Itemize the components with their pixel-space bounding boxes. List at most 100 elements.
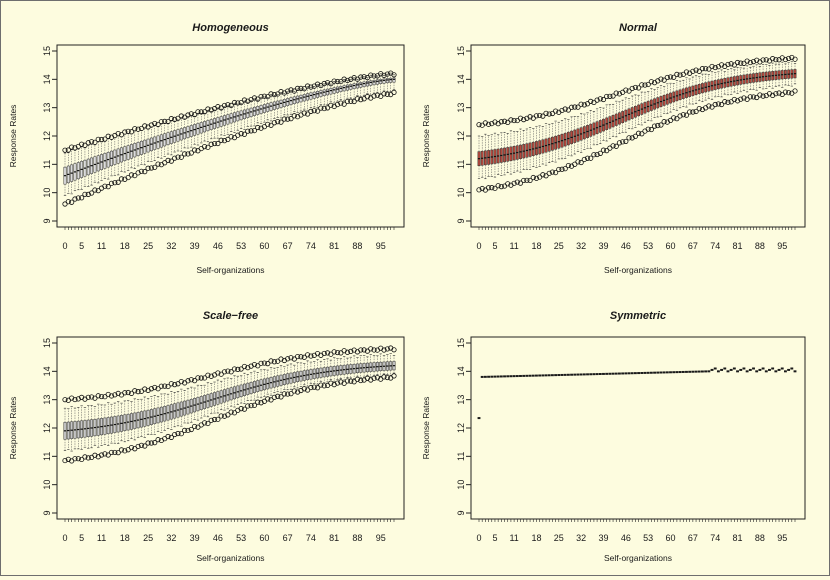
outlier-point	[629, 135, 635, 141]
y-tick-label: 14	[42, 366, 52, 376]
outlier-point	[661, 77, 667, 83]
box-body	[316, 91, 320, 98]
outlier-point	[556, 166, 562, 173]
outlier-point	[594, 97, 600, 103]
outlier-point	[211, 140, 218, 147]
outlier-point	[182, 427, 188, 433]
outlier-point	[543, 110, 549, 116]
y-tick-label: 12	[456, 131, 466, 141]
outlier-point	[773, 57, 779, 63]
x-tick-label: 81	[329, 241, 339, 251]
box-body	[369, 80, 373, 86]
outlier-point	[760, 93, 766, 99]
outlier-point	[715, 101, 721, 107]
outlier-point	[188, 111, 194, 117]
outlier-point	[738, 96, 744, 102]
outlier-point	[391, 347, 397, 353]
outlier-point	[533, 113, 540, 119]
outlier-point	[501, 183, 508, 189]
outlier-point	[351, 379, 357, 385]
outlier-point	[578, 159, 584, 166]
outlier-point	[364, 75, 371, 81]
outlier-point	[231, 135, 238, 141]
x-tick-label: 39	[190, 241, 200, 251]
outlier-point	[318, 105, 324, 111]
outlier-point	[511, 180, 517, 186]
outlier-point	[358, 97, 364, 103]
y-tick-label: 9	[42, 218, 52, 223]
outlier-point	[321, 80, 327, 87]
outlier-point	[148, 165, 155, 171]
outlier-point	[318, 382, 324, 388]
y-tick-label: 13	[42, 103, 52, 113]
outlier-point	[228, 134, 234, 140]
y-tick-label: 15	[456, 338, 466, 348]
outlier-point	[338, 100, 344, 106]
outlier-point	[135, 389, 141, 395]
x-tick-label: 46	[213, 241, 223, 251]
outlier-point	[789, 90, 795, 96]
x-axis-label: Self-organizations	[604, 265, 672, 275]
chart-panel-3: Symmetric 9 10 11 12 13 14 15 Response Rates 0 5 11…	[421, 310, 806, 563]
outlier-point	[125, 389, 131, 396]
outlier-point	[750, 59, 757, 65]
outlier-point	[301, 110, 307, 116]
outlier-point	[696, 106, 702, 112]
y-axis-label: Response Rates	[8, 397, 18, 460]
outlier-point	[782, 56, 789, 63]
outlier-point	[674, 116, 680, 122]
box-body	[362, 81, 366, 87]
outlier-point	[623, 87, 629, 93]
outlier-point	[696, 68, 702, 74]
outlier-point	[261, 93, 267, 99]
outlier-point	[281, 116, 287, 122]
chart-title: Homogeneous	[192, 22, 268, 34]
outlier-point	[706, 66, 712, 72]
x-tick-label: 53	[643, 533, 653, 543]
outlier-point	[308, 84, 314, 90]
outlier-point	[98, 393, 105, 400]
x-tick-label: 67	[688, 241, 698, 251]
outlier-point	[228, 369, 234, 375]
outlier-point	[546, 111, 552, 117]
outlier-point	[205, 372, 211, 378]
outlier-point	[381, 347, 387, 353]
box-body	[392, 77, 396, 83]
outlier-point	[178, 431, 184, 437]
outlier-point	[597, 150, 603, 156]
outlier-point	[334, 78, 341, 85]
outlier-point	[205, 144, 211, 150]
chart-panel-0: Homogeneous 9 10 11 12 13 14 15 Response Rates 0 5…	[8, 22, 405, 275]
box-body	[385, 78, 389, 84]
outlier-point	[301, 386, 307, 392]
outlier-point	[132, 172, 138, 179]
outlier-point	[308, 384, 314, 391]
outlier-point	[215, 140, 221, 147]
outlier-point	[255, 399, 261, 405]
outlier-point	[198, 109, 204, 115]
x-tick-label: 88	[755, 533, 765, 543]
box-body	[382, 78, 386, 84]
box-body	[352, 83, 356, 89]
outlier-point	[584, 155, 591, 161]
outlier-point	[776, 90, 782, 96]
outlier-point	[172, 382, 178, 388]
outlier-point	[613, 143, 619, 149]
outlier-point	[648, 126, 654, 133]
x-tick-label: 81	[329, 533, 339, 543]
box-body	[336, 86, 339, 93]
outlier-point	[690, 68, 696, 74]
outlier-point	[62, 147, 68, 153]
outlier-point	[773, 91, 779, 97]
outlier-point	[295, 85, 301, 91]
outlier-point	[72, 456, 78, 462]
outlier-point	[524, 115, 530, 121]
outlier-point	[328, 102, 334, 108]
outlier-point	[112, 392, 118, 398]
outlier-point	[344, 77, 351, 84]
outlier-point	[565, 107, 571, 113]
x-tick-label: 46	[621, 241, 631, 251]
outlier-point	[102, 183, 108, 189]
outlier-point	[135, 170, 141, 176]
outlier-point	[734, 59, 741, 66]
